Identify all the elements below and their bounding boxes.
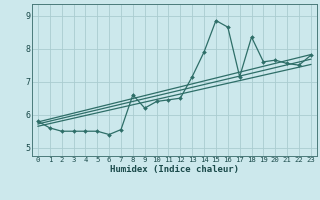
X-axis label: Humidex (Indice chaleur): Humidex (Indice chaleur)	[110, 165, 239, 174]
